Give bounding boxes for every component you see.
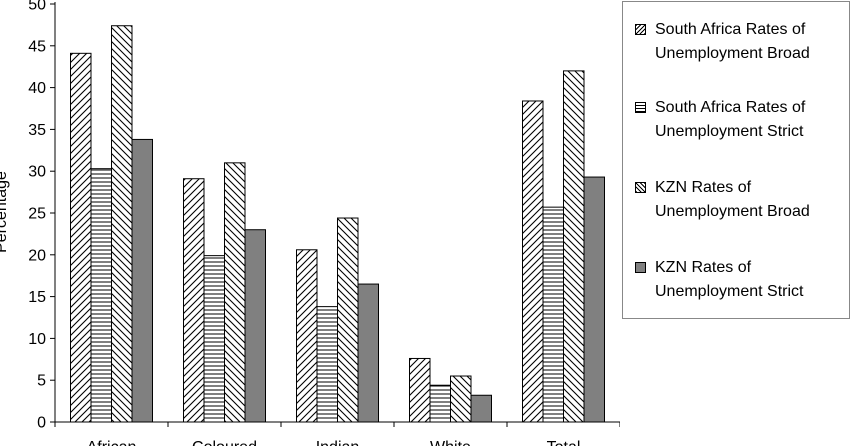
y-tick-label: 45 [28, 38, 46, 55]
legend-label: KZN Rates of Unemployment Broad [655, 179, 810, 220]
bar [429, 384, 451, 423]
y-tick-label: 5 [37, 373, 46, 390]
legend-swatch [635, 262, 646, 273]
bar [111, 25, 133, 423]
legend-swatch [635, 182, 646, 193]
y-tick-label: 40 [28, 80, 46, 97]
y-tick-label: 30 [28, 164, 46, 181]
x-axis: African Coloured Indian White Total [54, 421, 620, 446]
x-category-label: African [87, 439, 137, 446]
bars-group [70, 25, 605, 423]
bar [131, 138, 153, 423]
bar [183, 178, 205, 423]
legend: South Africa Rates of Unemployment Broad… [622, 1, 850, 319]
bar [563, 70, 585, 423]
bar [583, 176, 605, 423]
bar [244, 229, 266, 423]
y-axis: 0 5 10 15 20 25 30 35 40 45 50 [28, 0, 56, 432]
legend-swatch [635, 24, 646, 35]
bar [357, 283, 379, 423]
bar [224, 162, 246, 423]
bar [70, 52, 92, 423]
bar [522, 100, 544, 423]
legend-label: South Africa Rates of Unemployment Broad [655, 21, 810, 62]
y-tick-label: 10 [28, 331, 46, 348]
y-tick-label: 50 [28, 0, 46, 14]
bar [296, 249, 318, 423]
bar [90, 168, 112, 423]
bar [316, 306, 338, 423]
y-tick-label: 20 [28, 247, 46, 264]
bar [542, 206, 564, 423]
bar [337, 217, 359, 423]
y-tick-label: 25 [28, 206, 46, 223]
y-tick-label: 0 [37, 415, 46, 432]
legend-swatch [635, 102, 646, 113]
legend-label: South Africa Rates of Unemployment Stric… [655, 99, 806, 140]
bar-chart: 0 5 10 15 20 25 30 35 40 45 50 African Coloured Indi… [0, 0, 620, 446]
y-axis-label: Percentage [0, 171, 10, 253]
bar [409, 357, 431, 423]
bar [203, 255, 225, 423]
x-category-label: Total [547, 439, 581, 446]
legend-label: KZN Rates of Unemployment Strict [655, 259, 804, 300]
y-tick-label: 35 [28, 122, 46, 139]
x-category-label: Coloured [192, 439, 257, 446]
y-tick-label: 15 [28, 289, 46, 306]
bar [470, 394, 492, 423]
x-category-label: White [430, 439, 471, 446]
x-category-label: Indian [316, 439, 360, 446]
bar [450, 375, 472, 423]
